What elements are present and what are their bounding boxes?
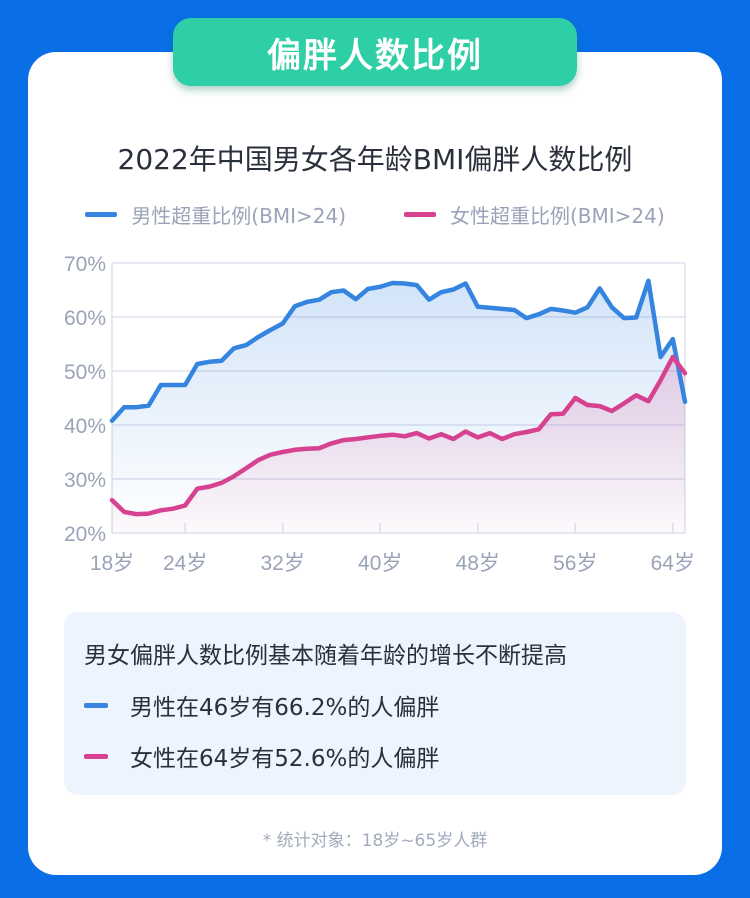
series-area-1: [112, 357, 685, 533]
x-tick-label: 32岁: [261, 552, 305, 575]
legend-item-male: 男性超重比例(BMI>24): [85, 200, 346, 229]
summary-female-note: 女性在64岁有52.6%的人偏胖: [130, 746, 440, 772]
x-tick-label: 40岁: [358, 552, 402, 575]
y-tick-label: 20%: [64, 523, 106, 546]
female-line: [109, 354, 688, 517]
y-axis-labels: 20% 30% 40% 50% 60% 70%: [64, 253, 106, 546]
x-tick-label: 18岁: [90, 552, 134, 575]
x-tick-label: 24岁: [163, 552, 207, 575]
x-axis-labels: 18岁 24岁 32岁 40岁 48岁 56岁 64岁: [90, 552, 695, 575]
line-chart: 20% 30% 40% 50% 60% 70% 18岁 24岁 32岁 40岁 48岁 56岁 64岁: [64, 253, 695, 575]
summary-box: 男女偏胖人数比例基本随着年龄的增长不断提高 男性在46岁有66.2%的人偏胖 女…: [64, 612, 686, 795]
legend-label-male: 男性超重比例(BMI>24): [131, 204, 346, 228]
x-tick-label: 56岁: [553, 552, 597, 575]
female-swatch: [84, 753, 108, 759]
chart-title: 2022年中国男女各年龄BMI偏胖人数比例: [117, 143, 633, 176]
y-tick-label: 50%: [64, 361, 106, 384]
y-tick-label: 40%: [64, 415, 106, 438]
y-tick-label: 30%: [64, 469, 106, 492]
chart-legend: 男性超重比例(BMI>24) 女性超重比例(BMI>24): [0, 200, 750, 229]
summary-male-note: 男性在46岁有66.2%的人偏胖: [130, 695, 440, 721]
summary-headline: 男女偏胖人数比例基本随着年龄的增长不断提高: [84, 643, 567, 669]
x-tick-label: 64岁: [651, 552, 695, 575]
y-tick-label: 70%: [64, 253, 106, 276]
chart-series: [109, 278, 688, 533]
x-tick-label: 48岁: [456, 552, 500, 575]
footnote: * 统计对象：18岁~65岁人群: [262, 831, 488, 851]
banner-title: 偏胖人数比例: [173, 18, 577, 86]
legend-label-female: 女性超重比例(BMI>24): [450, 204, 665, 228]
male-swatch: [84, 702, 108, 708]
summary-female-row: 女性在64岁有52.6%的人偏胖: [84, 739, 439, 773]
legend-item-female: 女性超重比例(BMI>24): [404, 200, 665, 229]
y-tick-label: 60%: [64, 307, 106, 330]
summary-male-row: 男性在46岁有66.2%的人偏胖: [84, 688, 439, 722]
legend-swatch-female: [404, 212, 436, 217]
legend-swatch-male: [85, 212, 118, 217]
male-line: [109, 278, 688, 423]
